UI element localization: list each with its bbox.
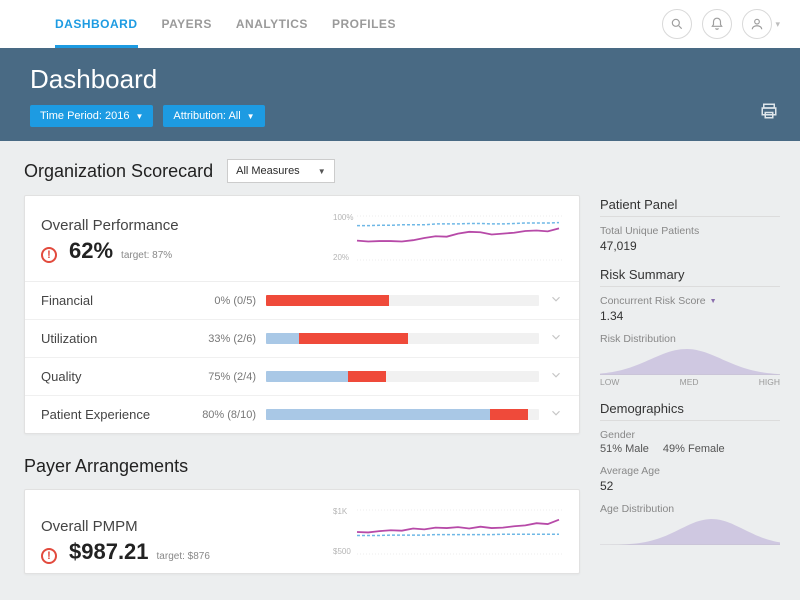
page-banner: Dashboard Time Period: 2016 ▼ Attributio… (0, 48, 800, 141)
nav-tab-analytics[interactable]: ANALYTICS (236, 0, 308, 48)
attribution-pill[interactable]: Attribution: All ▼ (163, 105, 264, 127)
expand-chevron[interactable] (539, 406, 563, 423)
section-title: Organization Scorecard (24, 161, 213, 182)
female-value: 49% Female (663, 443, 725, 455)
axis-low: LOW (600, 377, 619, 387)
nav-tab-dashboard[interactable]: DASHBOARD (55, 0, 138, 48)
pmpm-sparkline: $1K $500 (333, 504, 563, 565)
filter-pills: Time Period: 2016 ▼ Attribution: All ▼ (30, 105, 780, 127)
overall-performance-row: Overall Performance ! 62% target: 87% 10… (25, 196, 579, 282)
age-label: Average Age (600, 465, 780, 477)
side-title: Risk Summary (600, 267, 780, 282)
overall-title: Overall Performance (41, 217, 179, 234)
overall-sparkline: 100% 20% (333, 210, 563, 271)
main-column: Organization Scorecard All Measures ▼ Ov… (24, 159, 580, 596)
search-icon[interactable] (662, 9, 692, 39)
bell-icon[interactable] (702, 9, 732, 39)
metric-row: Patient Experience80% (8/10) (25, 396, 579, 433)
svg-text:100%: 100% (333, 213, 353, 222)
page-title: Dashboard (30, 64, 780, 95)
expand-chevron[interactable] (539, 330, 563, 347)
overall-pmpm-row: Overall PMPM ! $987.21 target: $876 $1K$… (25, 490, 579, 573)
content: Organization Scorecard All Measures ▼ Ov… (0, 141, 800, 596)
male-value: 51% Male (600, 443, 649, 455)
nav-tab-payers[interactable]: PAYERS (162, 0, 212, 48)
pmpm-value: $987.21 (69, 539, 149, 565)
payer-header: Payer Arrangements (24, 456, 580, 477)
side-title: Demographics (600, 401, 780, 416)
metric-bar (266, 371, 539, 382)
scorecard-card: Overall Performance ! 62% target: 87% 10… (24, 195, 580, 434)
svg-text:$500: $500 (333, 547, 351, 556)
pmpm-title: Overall PMPM (41, 518, 210, 535)
chevron-down-icon: ▼ (247, 112, 255, 121)
metric-pct: 0% (0/5) (191, 295, 266, 307)
time-period-pill[interactable]: Time Period: 2016 ▼ (30, 105, 153, 127)
risk-distribution-chart (600, 345, 780, 375)
overall-target: target: 87% (121, 250, 172, 261)
section-title: Payer Arrangements (24, 456, 188, 477)
overall-value: 62% (69, 238, 113, 264)
metric-pct: 75% (2/4) (191, 371, 266, 383)
pill-label: Time Period: 2016 (40, 110, 129, 122)
dist-axis: LOW MED HIGH (600, 377, 780, 387)
risk-score-dropdown[interactable]: Concurrent Risk Score ▼ (600, 295, 717, 307)
metric-pct: 80% (8/10) (191, 409, 266, 421)
print-icon[interactable] (760, 102, 778, 125)
patient-panel-block: Patient Panel Total Unique Patients 47,0… (600, 197, 780, 253)
metric-pct: 33% (2/6) (191, 333, 266, 345)
pill-label: Attribution: All (173, 110, 240, 122)
caret-down-icon: ▾ (775, 19, 780, 30)
axis-high: HIGH (759, 377, 780, 387)
age-dist-label: Age Distribution (600, 503, 780, 515)
age-value: 52 (600, 479, 780, 493)
svg-text:$1K: $1K (333, 507, 348, 516)
alert-icon: ! (41, 548, 57, 564)
dist-label: Risk Distribution (600, 333, 780, 345)
user-icon (742, 9, 772, 39)
metric-name: Patient Experience (41, 407, 191, 422)
metric-row: Quality75% (2/4) (25, 358, 579, 396)
pmpm-target: target: $876 (157, 551, 210, 562)
scorecard-header: Organization Scorecard All Measures ▼ (24, 159, 580, 183)
measures-dropdown[interactable]: All Measures ▼ (227, 159, 335, 183)
chevron-down-icon: ▼ (318, 167, 326, 176)
metric-name: Utilization (41, 331, 191, 346)
metric-bar (266, 333, 539, 344)
risk-value: 1.34 (600, 309, 780, 323)
metric-name: Financial (41, 293, 191, 308)
chevron-down-icon: ▼ (135, 112, 143, 121)
svg-text:20%: 20% (333, 253, 349, 262)
gender-label: Gender (600, 429, 780, 441)
metric-row: Financial0% (0/5) (25, 282, 579, 320)
metric-bar (266, 409, 539, 420)
side-title: Patient Panel (600, 197, 780, 212)
metric-name: Quality (41, 369, 191, 384)
age-distribution-chart (600, 515, 780, 545)
chevron-down-icon: ▼ (710, 298, 717, 305)
payer-card: Overall PMPM ! $987.21 target: $876 $1K$… (24, 489, 580, 574)
metric-row: Utilization33% (2/6) (25, 320, 579, 358)
expand-chevron[interactable] (539, 368, 563, 385)
axis-med: MED (680, 377, 699, 387)
nav-tabs: DASHBOARD PAYERS ANALYTICS PROFILES (55, 0, 662, 48)
nav-tab-profiles[interactable]: PROFILES (332, 0, 396, 48)
dropdown-label: All Measures (236, 165, 300, 177)
risk-summary-block: Risk Summary Concurrent Risk Score ▼ 1.3… (600, 267, 780, 387)
demographics-block: Demographics Gender 51% Male 49% Female … (600, 401, 780, 545)
metric-bar (266, 295, 539, 306)
side-label: Total Unique Patients (600, 225, 780, 237)
expand-chevron[interactable] (539, 292, 563, 309)
alert-icon: ! (41, 247, 57, 263)
side-value: 47,019 (600, 239, 780, 253)
top-nav: DASHBOARD PAYERS ANALYTICS PROFILES ▾ (0, 0, 800, 48)
side-column: Patient Panel Total Unique Patients 47,0… (600, 159, 780, 596)
dropdown-label: Concurrent Risk Score (600, 295, 706, 307)
user-menu[interactable]: ▾ (742, 9, 780, 39)
nav-icons: ▾ (662, 9, 780, 39)
